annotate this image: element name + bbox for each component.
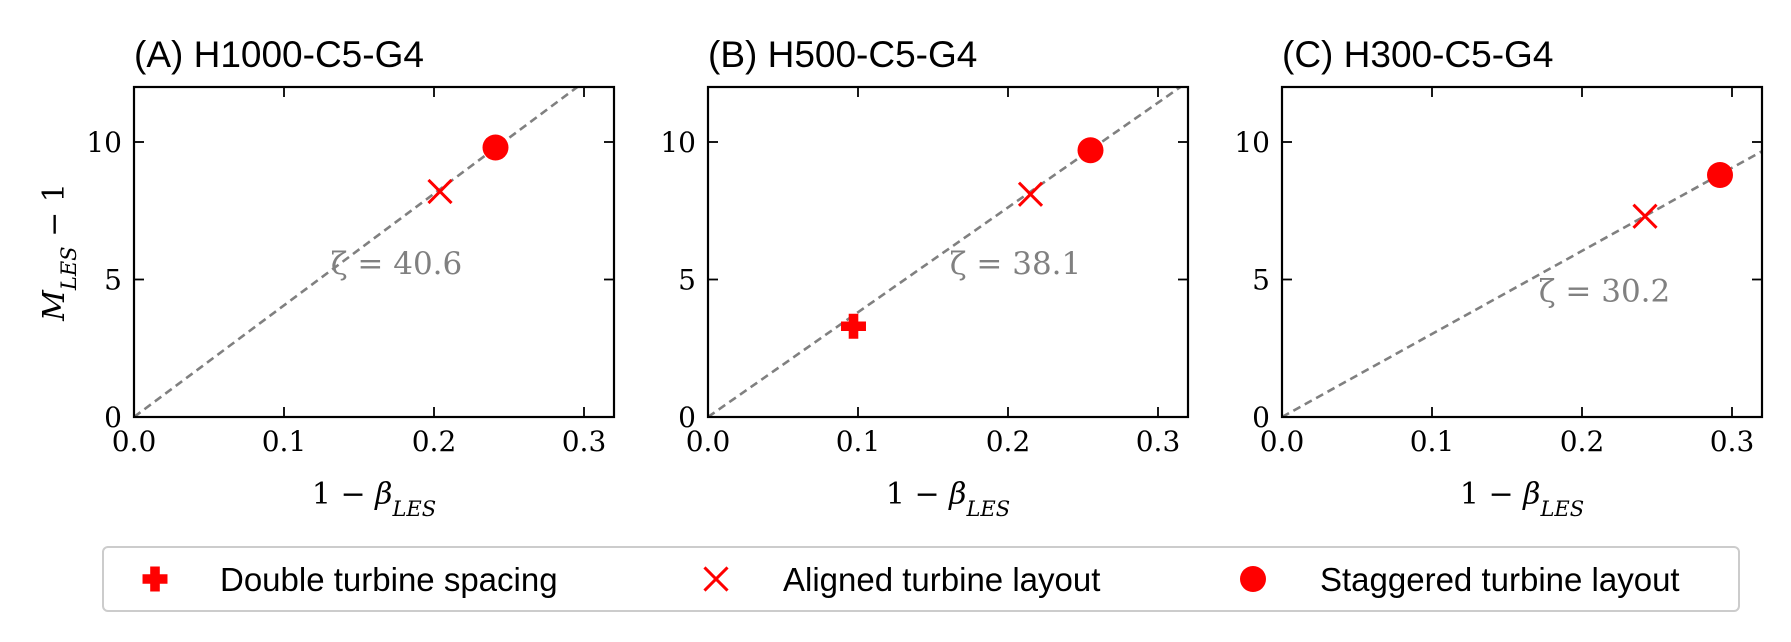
x-axis-label: 1 − βLES	[886, 477, 1010, 521]
panel-1: ζ = 40.6 0.0 0.1 0.2 0.3 0 5 10 (A) H1000-C5-G4 1…	[37, 34, 616, 521]
legend-label: Staggered turbine layout	[1320, 561, 1680, 598]
legend-marker-circle	[1240, 566, 1266, 592]
x-tick-label: 0.2	[412, 425, 457, 458]
y-tick-label: 10	[660, 126, 696, 159]
legend-item: Aligned turbine layout	[703, 561, 1100, 598]
panel-title: (A) H1000-C5-G4	[134, 34, 424, 75]
panels: ζ = 40.6 0.0 0.1 0.2 0.3 0 5 10 (A) H1000-C5-G4 1…	[37, 34, 1764, 521]
x-tick-label: 0.1	[836, 425, 881, 458]
axes-frame	[706, 85, 1190, 419]
data-point-circle	[482, 134, 509, 161]
fit-label: ζ = 38.1	[950, 246, 1082, 282]
fit-line	[708, 87, 1183, 417]
data-point-plus	[841, 313, 866, 339]
fit-label: ζ = 30.2	[1539, 274, 1671, 310]
x-tick-label: 0.2	[986, 425, 1031, 458]
axes-frame	[1280, 85, 1764, 419]
x-tick-label: 0.3	[562, 425, 607, 458]
x-axis-label: 1 − βLES	[312, 477, 436, 521]
legend-item: Staggered turbine layout	[1240, 561, 1680, 598]
data-point-circle	[1077, 137, 1104, 164]
x-tick-label: 0.0	[1260, 425, 1305, 458]
y-tick-label: 10	[86, 126, 122, 159]
y-tick-label: 0	[1252, 401, 1270, 434]
fit-line	[134, 87, 580, 417]
legend-item: Double turbine spacing	[142, 561, 558, 598]
data-point-x	[1632, 203, 1658, 229]
panel-title: (C) H300-C5-G4	[1282, 34, 1553, 75]
panel-title: (B) H500-C5-G4	[708, 34, 977, 75]
x-tick-label: 0.3	[1136, 425, 1181, 458]
y-tick-label: 0	[104, 401, 122, 434]
y-tick-label: 5	[104, 264, 122, 297]
x-axis-label: 1 − βLES	[1460, 477, 1584, 521]
legend-label: Aligned turbine layout	[783, 561, 1100, 598]
legend: Double turbine spacing Aligned turbine la…	[102, 546, 1740, 612]
fit-line	[1282, 150, 1762, 417]
y-axis-label: MLES − 1	[37, 183, 81, 322]
panel-2: ζ = 38.1 0.0 0.1 0.2 0.3 0 5 10 (B) H500-C5-G4 1 …	[660, 34, 1190, 521]
fit-label: ζ = 40.6	[331, 246, 463, 282]
panel-3: ζ = 30.2 0.0 0.1 0.2 0.3 0 5 10 (C) H300-C5-G4 1 …	[1234, 34, 1764, 521]
data-point-x	[427, 178, 453, 205]
y-tick-label: 5	[1252, 264, 1270, 297]
x-tick-label: 0.0	[686, 425, 731, 458]
y-tick-label: 5	[678, 264, 696, 297]
y-tick-label: 0	[678, 401, 696, 434]
data-point-x	[1017, 181, 1044, 207]
legend-marker-x	[703, 566, 729, 592]
y-tick-label: 10	[1234, 126, 1270, 159]
x-tick-label: 0.1	[1410, 425, 1455, 458]
data-point-circle	[1707, 162, 1733, 188]
x-tick-label: 0.1	[262, 425, 307, 458]
legend-box	[102, 546, 1740, 612]
x-tick-label: 0.0	[112, 425, 157, 458]
legend-marker-plus	[142, 566, 168, 592]
x-tick-label: 0.2	[1560, 425, 1605, 458]
legend-label: Double turbine spacing	[220, 561, 558, 598]
axes-frame	[132, 85, 616, 419]
x-tick-label: 0.3	[1710, 425, 1755, 458]
